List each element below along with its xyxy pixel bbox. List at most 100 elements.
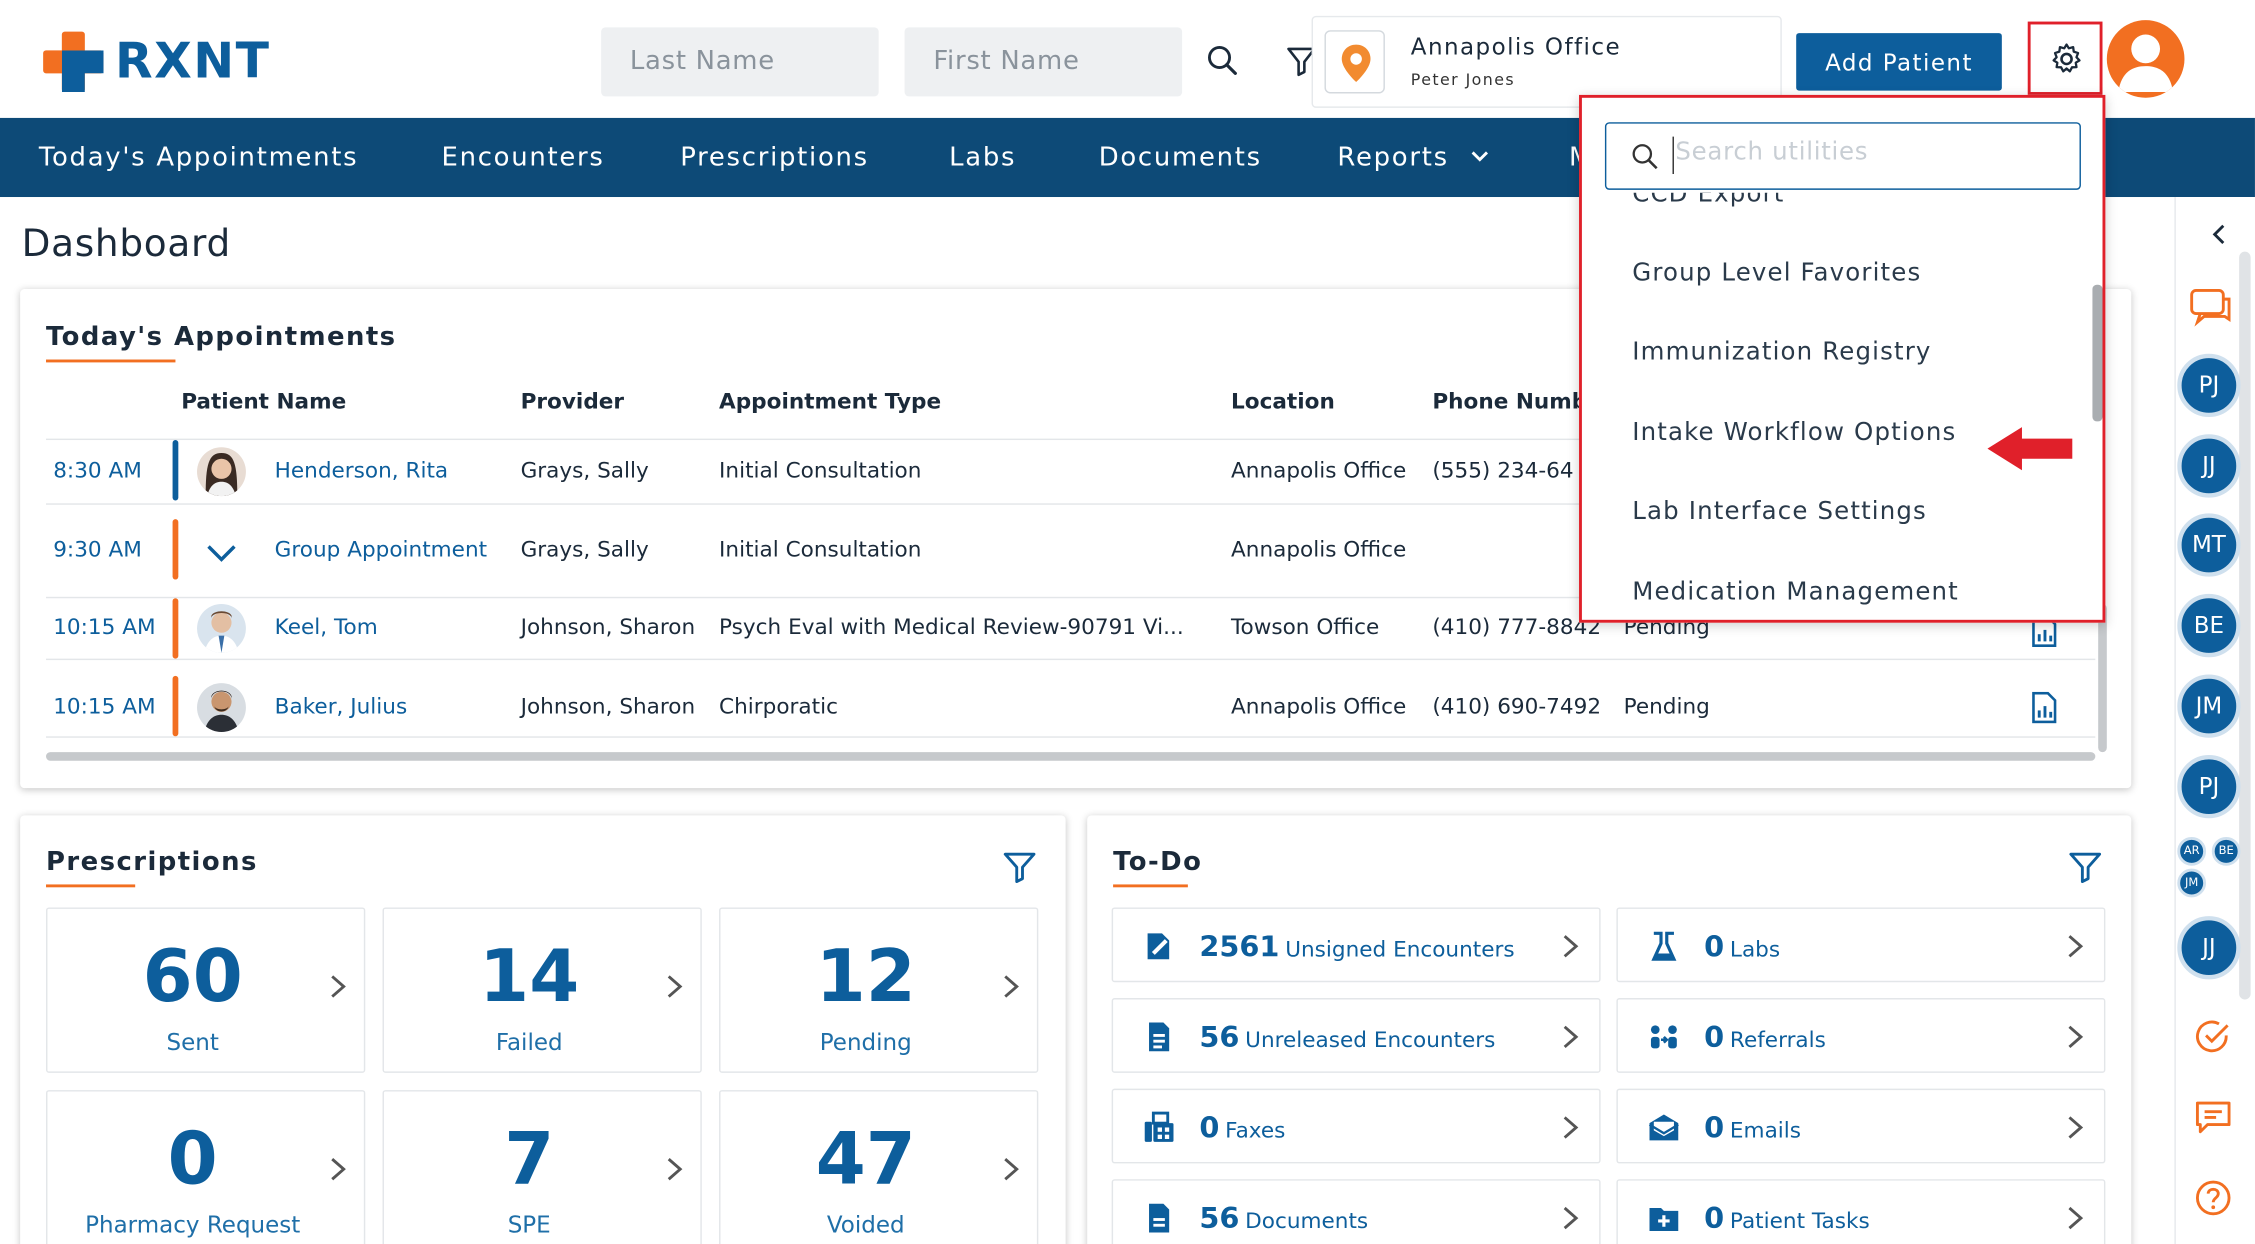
chevron-right-icon — [1563, 1025, 1579, 1049]
todo-count: 0 — [1199, 1110, 1220, 1145]
todo-emails[interactable]: 0 Emails — [1616, 1088, 2106, 1164]
type-cell: Chirporatic — [719, 693, 838, 720]
patient-name-link[interactable]: Henderson, Rita — [274, 457, 449, 484]
patient-name-link[interactable]: Keel, Tom — [274, 614, 378, 640]
nav-documents[interactable]: Documents — [1098, 142, 1262, 173]
last-name-input[interactable]: Last Name — [601, 27, 879, 97]
location-cell: Annapolis Office — [1231, 693, 1407, 720]
status-bar — [172, 519, 179, 580]
utilities-list: CCD Export Group Level Favorites Immuniz… — [1582, 193, 2103, 610]
user-bubble-pj-2[interactable]: PJ — [2177, 755, 2241, 819]
user-bubble-jm-small[interactable]: JM — [2177, 868, 2207, 898]
user-bubble-mt[interactable]: MT — [2177, 513, 2241, 577]
location-pin-icon — [1341, 44, 1371, 82]
chat-bubbles-icon[interactable] — [2189, 288, 2232, 328]
todo-patient-tasks[interactable]: 0 Patient Tasks — [1616, 1179, 2106, 1244]
utility-lab-interface-settings[interactable]: Lab Interface Settings — [1632, 497, 1927, 527]
user-bubble-pj[interactable]: PJ — [2177, 353, 2241, 418]
utility-immunization-registry[interactable]: Immunization Registry — [1632, 337, 1932, 367]
todo-documents[interactable]: 56 Documents — [1111, 1179, 1601, 1244]
chevron-right-icon — [1563, 1206, 1579, 1230]
todo-title: To-Do — [1113, 847, 1203, 878]
todo-label: Unsigned Encounters — [1285, 936, 1515, 963]
todo-labs[interactable]: 0 Labs — [1616, 907, 2106, 983]
rx-stat-voided[interactable]: 47 Voided — [719, 1090, 1039, 1244]
prescriptions-title: Prescriptions — [46, 847, 258, 878]
location-cell: Annapolis Office — [1231, 536, 1407, 563]
first-name-input[interactable]: First Name — [904, 27, 1183, 97]
rx-stat-pending[interactable]: 12 Pending — [719, 907, 1039, 1073]
chevron-right-icon — [667, 1158, 683, 1181]
utility-medication-management[interactable]: Medication Management — [1632, 578, 1959, 607]
lab-flask-icon — [1651, 931, 1677, 961]
chevron-down-icon — [1471, 151, 1489, 162]
todo-unsigned-encounters[interactable]: 2561 Unsigned Encounters — [1111, 907, 1601, 983]
prescriptions-filter-icon[interactable] — [1002, 851, 1037, 883]
col-patient-name: Patient Name — [181, 388, 347, 415]
office-selector[interactable]: Annapolis Office Peter Jones — [1311, 15, 1782, 108]
rx-stat-pharmacy-request[interactable]: 0 Pharmacy Request — [46, 1090, 366, 1244]
row-divider — [46, 503, 2096, 505]
appointment-time: 10:15 AM — [53, 693, 156, 720]
user-bubble-ar[interactable]: AR — [2177, 836, 2207, 866]
stat-label: SPE — [507, 1210, 551, 1239]
folder-plus-icon — [1649, 1208, 1679, 1232]
rx-stat-spe[interactable]: 7 SPE — [382, 1090, 702, 1244]
horizontal-scrollbar[interactable] — [46, 752, 2096, 761]
rx-stat-failed[interactable]: 14 Failed — [382, 907, 702, 1073]
check-circle-icon[interactable] — [2195, 1018, 2232, 1055]
rail-scrollbar[interactable] — [2239, 251, 2251, 1000]
table-vertical-scrollbar[interactable] — [2098, 604, 2107, 753]
search-icon[interactable] — [1205, 43, 1240, 78]
user-bubble-be-small[interactable]: BE — [2211, 836, 2241, 866]
provider-cell: Johnson, Sharon — [520, 693, 696, 720]
todo-title-underline — [1113, 884, 1188, 888]
rxnt-logo[interactable]: RXNT — [43, 31, 270, 93]
chevron-right-icon — [667, 975, 683, 998]
patient-name-link[interactable]: Baker, Julius — [274, 693, 408, 720]
utility-ccd-export[interactable]: CCD Export — [1632, 192, 1785, 209]
stat-label: Sent — [166, 1028, 219, 1056]
add-patient-button[interactable]: Add Patient — [1796, 33, 2002, 91]
todo-referrals[interactable]: 0 Referrals — [1616, 998, 2106, 1073]
user-bubble-jj-2[interactable]: JJ — [2177, 916, 2241, 980]
type-cell: Psych Eval with Medical Review-90791 Vi.… — [719, 614, 1184, 640]
collapse-chevron-left-icon[interactable] — [2209, 223, 2229, 246]
nav-prescriptions[interactable]: Prescriptions — [680, 142, 869, 173]
chevron-right-icon — [1004, 1158, 1019, 1181]
todo-unreleased-encounters[interactable]: 56 Unreleased Encounters — [1111, 998, 1601, 1073]
appointment-time: 10:15 AM — [53, 614, 156, 640]
todo-count: 0 — [1704, 1019, 1725, 1055]
stat-label: Pharmacy Request — [85, 1210, 301, 1239]
header: RXNT Last Name First Name Annapolis Offi… — [0, 0, 2255, 118]
settings-button[interactable] — [2027, 21, 2103, 95]
user-bubble-be[interactable]: BE — [2177, 593, 2241, 658]
user-bubble-jj[interactable]: JJ — [2177, 434, 2241, 498]
patient-photo — [197, 447, 246, 497]
appointment-time: 8:30 AM — [53, 457, 142, 484]
help-icon[interactable] — [2195, 1179, 2232, 1216]
patient-name-link[interactable]: Group Appointment — [274, 536, 488, 563]
utility-group-level-favorites[interactable]: Group Level Favorites — [1632, 258, 1922, 288]
user-bubble-jm[interactable]: JM — [2177, 674, 2241, 738]
nav-labs[interactable]: Labs — [949, 142, 1017, 173]
todo-faxes[interactable]: 0 Faxes — [1111, 1088, 1601, 1164]
expand-chevron-icon[interactable] — [206, 544, 238, 564]
stat-value: 60 — [142, 934, 243, 1019]
utilities-search[interactable]: Search utilities — [1604, 122, 2081, 190]
nav-reports[interactable]: Reports — [1337, 142, 1489, 173]
row-divider — [46, 596, 2096, 599]
nav-reports-label: Reports — [1337, 142, 1449, 173]
utility-intake-workflow-options[interactable]: Intake Workflow Options — [1632, 418, 1957, 448]
report-doc-icon[interactable] — [2031, 691, 2058, 724]
user-avatar[interactable] — [2106, 20, 2185, 98]
col-provider: Provider — [520, 388, 625, 415]
message-icon[interactable] — [2195, 1100, 2232, 1135]
todo-filter-icon[interactable] — [2068, 851, 2103, 883]
utilities-scrollbar[interactable] — [2092, 284, 2103, 422]
stat-label: Pending — [819, 1028, 912, 1056]
nav-todays-appointments[interactable]: Today's Appointments — [38, 142, 359, 173]
rx-stat-sent[interactable]: 60 Sent — [46, 907, 366, 1073]
nav-encounters[interactable]: Encounters — [441, 142, 605, 173]
